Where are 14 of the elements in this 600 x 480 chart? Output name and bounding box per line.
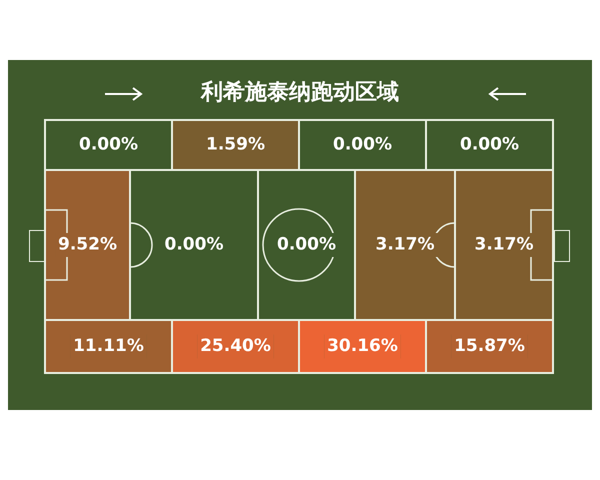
data-label: 3.17% [376,234,434,254]
data-label: 30.16% [327,336,398,356]
data-label: 15.87% [454,336,525,356]
data-label: 0.00% [333,134,392,154]
text: 利希施泰纳跑动区域 [200,80,399,105]
data-label: 3.17% [474,234,534,254]
data-label: 11.11% [73,336,144,356]
data-label: 9.52% [58,234,117,254]
data-label: 0.00% [164,234,224,254]
data-label: 25.40% [200,336,271,356]
data-label: 0.00% [277,234,336,254]
data-label: 0.00% [79,134,138,154]
data-label: 0.00% [460,134,519,154]
data-label: 1.59% [206,134,265,154]
